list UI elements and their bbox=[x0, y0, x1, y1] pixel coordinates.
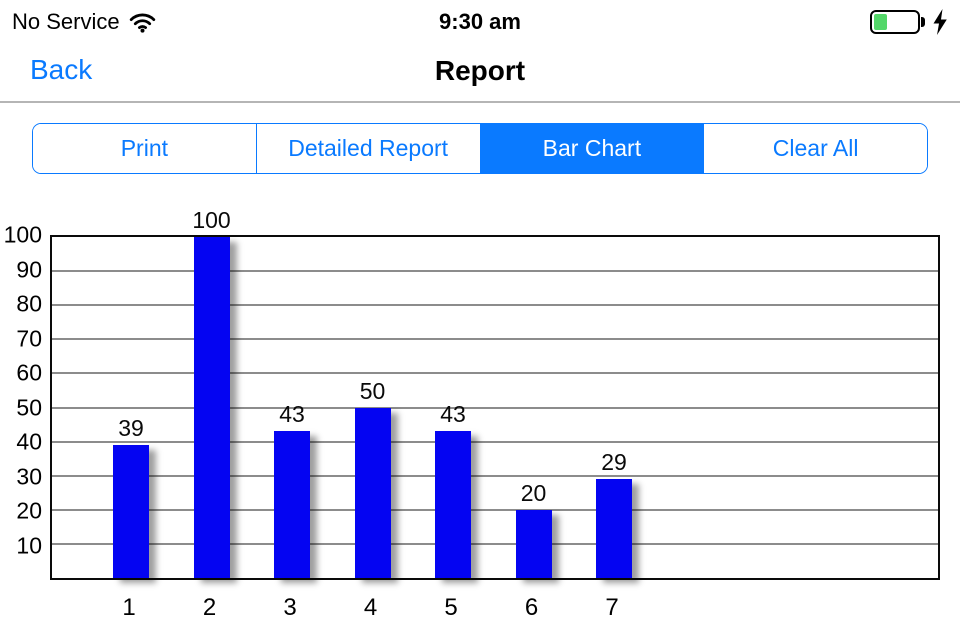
bar-value-label: 43 bbox=[279, 401, 305, 428]
y-tick-label: 70 bbox=[16, 325, 42, 351]
x-axis: 1 2 3 4 5 6 7 bbox=[50, 588, 940, 628]
bar-value-label: 43 bbox=[440, 401, 466, 428]
x-tick-label: 2 bbox=[202, 594, 217, 621]
nav-bar: Back Report bbox=[0, 44, 960, 103]
bar bbox=[113, 445, 149, 578]
x-tick-label: 5 bbox=[444, 594, 458, 621]
y-axis: 10 20 30 40 50 60 70 80 90 100 bbox=[0, 222, 46, 580]
gridline bbox=[52, 270, 938, 273]
report-segmented-control: Print Detailed Report Bar Chart Clear Al… bbox=[32, 123, 928, 174]
y-tick-label: 90 bbox=[16, 256, 42, 282]
gridline bbox=[52, 440, 938, 443]
y-tick-label: 80 bbox=[16, 290, 42, 317]
bar bbox=[435, 431, 471, 578]
battery-nub bbox=[921, 17, 925, 27]
x-tick-label: 7 bbox=[605, 594, 619, 621]
bar bbox=[274, 431, 310, 578]
y-tick-label: 60 bbox=[16, 359, 42, 386]
bar bbox=[596, 479, 632, 578]
y-tick-label: 40 bbox=[16, 428, 42, 455]
segment-clear-all[interactable]: Clear All bbox=[703, 124, 927, 173]
y-tick-label: 10 bbox=[16, 532, 42, 558]
battery-icon bbox=[870, 10, 925, 34]
y-tick-label: 50 bbox=[16, 394, 42, 420]
bar-value-label: 100 bbox=[192, 207, 231, 233]
page-title: Report bbox=[434, 55, 526, 86]
bar bbox=[193, 237, 230, 578]
bar-value-label: 29 bbox=[601, 449, 627, 476]
gridline bbox=[52, 338, 938, 341]
bar-value-label: 20 bbox=[520, 479, 547, 506]
gridline bbox=[52, 474, 938, 477]
gridline bbox=[52, 372, 938, 375]
gridline bbox=[52, 542, 938, 545]
charging-bolt-icon bbox=[933, 9, 947, 35]
x-tick-label: 3 bbox=[283, 594, 297, 621]
segment-detailed-report[interactable]: Detailed Report bbox=[255, 124, 480, 173]
battery-body bbox=[870, 10, 920, 34]
gridline bbox=[52, 304, 938, 307]
battery-level bbox=[874, 14, 888, 30]
bar-value-label: 39 bbox=[118, 415, 144, 442]
y-tick-label: 20 bbox=[16, 497, 42, 524]
wifi-icon bbox=[129, 13, 155, 33]
x-tick-label: 6 bbox=[524, 594, 539, 621]
segment-print[interactable]: Print bbox=[33, 124, 256, 173]
x-tick-label: 4 bbox=[363, 594, 378, 621]
back-button[interactable]: Back bbox=[30, 54, 93, 85]
carrier-label: No Service bbox=[12, 9, 120, 34]
segment-bar-chart[interactable]: Bar Chart bbox=[479, 124, 704, 173]
bar bbox=[515, 509, 552, 578]
bar bbox=[354, 407, 391, 578]
gridline bbox=[52, 508, 938, 511]
status-bar: No Service 9:30 am bbox=[0, 0, 960, 44]
y-tick-label: 100 bbox=[3, 221, 42, 248]
bar-value-label: 50 bbox=[359, 377, 386, 404]
gridline bbox=[52, 406, 938, 409]
chart-plot: 39 100 43 50 43 20 29 bbox=[50, 207, 940, 580]
x-tick-label: 1 bbox=[122, 594, 136, 621]
y-tick-label: 30 bbox=[16, 463, 42, 489]
